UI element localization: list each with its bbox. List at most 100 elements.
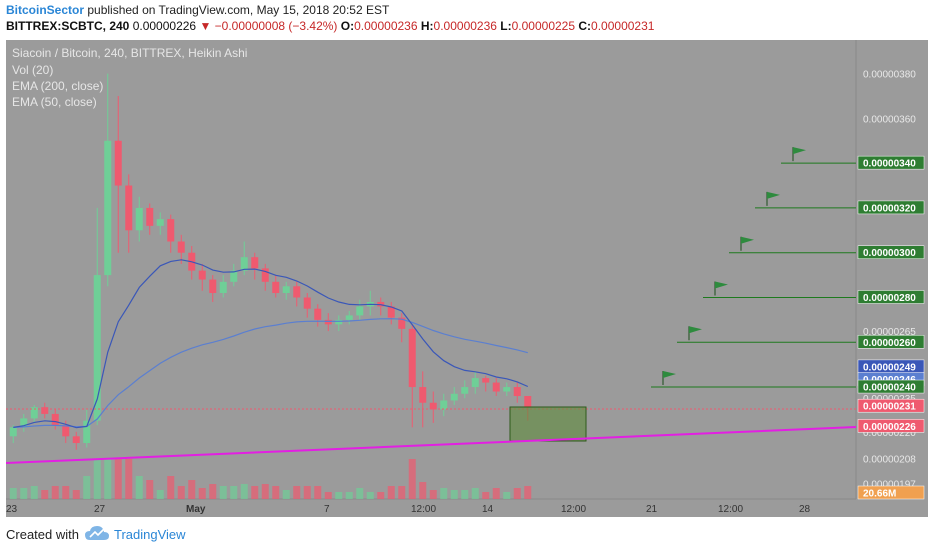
candle-body bbox=[461, 387, 469, 394]
price-label-text: 0.00000300 bbox=[863, 248, 916, 259]
author-link[interactable]: BitcoinSector bbox=[6, 3, 85, 17]
candle-body bbox=[356, 306, 364, 316]
volume-bars bbox=[9, 459, 532, 499]
ema50-line bbox=[13, 259, 529, 429]
open-value: 0.00000236 bbox=[354, 19, 418, 33]
volume-bar bbox=[450, 490, 458, 499]
tradingview-link[interactable]: TradingView bbox=[114, 527, 186, 542]
flag-icon bbox=[689, 326, 702, 334]
volume-bar bbox=[9, 488, 17, 499]
volume-bar bbox=[83, 476, 91, 499]
price-axis-panel[interactable] bbox=[856, 40, 928, 517]
candle-body bbox=[261, 268, 269, 282]
high-value: 0.00000236 bbox=[433, 19, 497, 33]
volume-bar bbox=[41, 490, 49, 499]
volume-bar bbox=[251, 486, 259, 499]
candle-body bbox=[146, 207, 154, 226]
volume-bar bbox=[177, 486, 185, 499]
volume-bar bbox=[230, 486, 238, 499]
price-axis-labels: 0.000003800.000003600.000002650.00000235… bbox=[857, 70, 925, 500]
candle-body bbox=[62, 425, 70, 437]
candle-body bbox=[482, 378, 490, 383]
volume-bar bbox=[261, 484, 269, 499]
time-tick-label: May bbox=[186, 504, 206, 515]
candle-body bbox=[282, 286, 290, 294]
candle-body bbox=[398, 317, 406, 329]
volume-bar bbox=[419, 482, 427, 499]
publish-line: BitcoinSector published on TradingView.c… bbox=[6, 3, 389, 17]
volume-bar bbox=[377, 492, 385, 499]
volume-bar bbox=[198, 488, 206, 499]
candle-body bbox=[93, 275, 101, 421]
volume-bar bbox=[20, 488, 28, 499]
flag-icon bbox=[741, 236, 754, 244]
volume-bar bbox=[188, 480, 196, 499]
candle-body bbox=[230, 270, 238, 282]
created-with-text: Created with bbox=[6, 527, 79, 542]
candle-body bbox=[114, 140, 122, 186]
volume-bar bbox=[72, 490, 80, 499]
candle-body bbox=[104, 140, 112, 276]
price-chart[interactable]: 0.000003800.000003600.000002650.00000235… bbox=[5, 40, 928, 517]
candle-body bbox=[408, 328, 416, 388]
time-tick-label: 21 bbox=[646, 504, 658, 515]
footer: Created with TradingView bbox=[0, 518, 932, 550]
candle-body bbox=[293, 286, 301, 298]
candle-body bbox=[209, 279, 217, 294]
price-label-box bbox=[857, 419, 925, 433]
ohlc-line: BITTREX:SCBTC, 240 0.00000226 ▼ −0.00000… bbox=[6, 19, 654, 33]
volume-bar bbox=[429, 490, 437, 499]
legend-volume: Vol (20) bbox=[12, 63, 53, 77]
volume-bar bbox=[93, 459, 101, 499]
price-tick-label: 0.00000220 bbox=[863, 428, 916, 439]
price-label-box bbox=[857, 379, 925, 394]
volume-bar bbox=[240, 484, 248, 499]
candle-body bbox=[9, 427, 17, 437]
volume-bar bbox=[492, 488, 500, 499]
symbol-label: BITTREX:SCBTC, 240 bbox=[6, 19, 130, 33]
candle-body bbox=[72, 436, 80, 444]
price-label-box bbox=[857, 155, 925, 170]
candle-body bbox=[135, 207, 143, 231]
open-label: O: bbox=[340, 19, 355, 33]
candle-body bbox=[240, 257, 248, 271]
legend-title: Siacoin / Bitcoin, 240, BITTREX, Heikin … bbox=[12, 46, 247, 60]
volume-bar bbox=[356, 488, 364, 499]
volume-bar bbox=[335, 492, 343, 499]
volume-bar bbox=[125, 459, 133, 499]
ema200-line bbox=[13, 318, 528, 428]
volume-bar bbox=[272, 486, 280, 499]
low-value: 0.00000225 bbox=[511, 19, 576, 33]
time-tick-label: 12:00 bbox=[718, 504, 743, 515]
candle-body bbox=[198, 270, 206, 280]
low-label: L: bbox=[500, 19, 512, 33]
candle-body bbox=[450, 393, 458, 401]
volume-bar bbox=[114, 459, 122, 499]
tradingview-cloud-icon bbox=[85, 526, 109, 540]
time-tick-label: 7 bbox=[324, 504, 330, 515]
time-axis-labels: 23 27 May 7 12:00 14 12:00 21 12:00 28 bbox=[6, 504, 811, 515]
support-trendline[interactable] bbox=[5, 426, 857, 464]
volume-bar bbox=[30, 486, 38, 499]
candle-body bbox=[503, 387, 511, 392]
price-label-text: 0.00000226 bbox=[863, 422, 916, 433]
high-label: H: bbox=[420, 19, 434, 33]
volume-bar bbox=[219, 486, 227, 499]
price-label-text: 0.00000320 bbox=[863, 203, 916, 214]
chart-area[interactable]: 0.000003800.000003600.000002650.00000235… bbox=[5, 40, 928, 517]
volume-bar bbox=[524, 486, 532, 499]
entry-zone-box[interactable] bbox=[509, 406, 587, 442]
candle-body bbox=[156, 219, 164, 226]
candle-body bbox=[513, 387, 521, 397]
flag-icon bbox=[663, 371, 676, 379]
price-change: ▼ −0.00000008 (−3.42%) bbox=[199, 19, 338, 33]
candles bbox=[9, 73, 532, 450]
price-tick-label: 0.00000208 bbox=[863, 455, 916, 466]
volume-bar bbox=[156, 490, 164, 499]
price-label-text: 0.00000260 bbox=[863, 338, 916, 349]
candle-body bbox=[20, 418, 28, 428]
price-tick-label: 0.00000197 bbox=[863, 479, 916, 490]
candle-body bbox=[387, 306, 395, 318]
candle-body bbox=[251, 257, 259, 269]
price-label-box bbox=[857, 398, 925, 413]
